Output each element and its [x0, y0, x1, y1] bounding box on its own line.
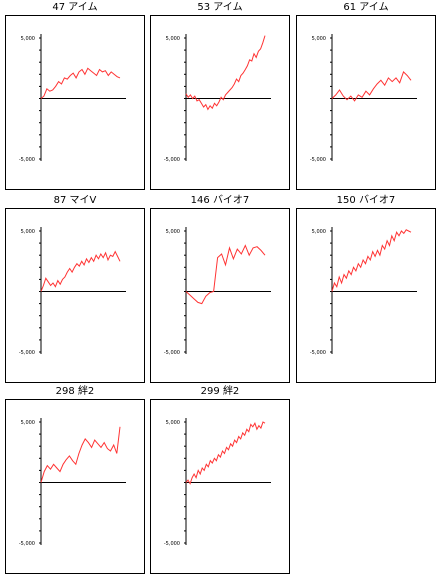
chart-panel: 5,000 -5,000 — [5, 15, 145, 190]
series-line — [185, 35, 266, 111]
y-tick-label-max: 5,000 — [21, 420, 35, 426]
chart-panel: 5,000 -5,000 — [150, 399, 290, 574]
y-tick-label-min: -5,000 — [164, 350, 180, 356]
y-tick-label-max: 5,000 — [312, 229, 326, 235]
chart-svg: 5,000 -5,000 — [164, 227, 271, 356]
chart-svg: 5,000 -5,000 — [164, 418, 271, 547]
series-line — [185, 421, 266, 485]
chart-panel: 5,000 -5,000 — [296, 15, 436, 190]
panel-title: 53 アイム — [197, 2, 243, 13]
panel-title: 299 絆2 — [200, 386, 240, 397]
panel-title: 150 バイオ7 — [336, 195, 396, 206]
series-line — [40, 67, 121, 99]
y-tick-label-min: -5,000 — [19, 350, 35, 356]
chart-svg: 5,000 -5,000 — [310, 227, 417, 356]
chart-panel: 5,000 -5,000 — [5, 208, 145, 383]
chart-panel: 5,000 -5,000 — [5, 399, 145, 574]
chart-svg: 5,000 -5,000 — [164, 34, 271, 163]
y-tick-label-max: 5,000 — [21, 229, 35, 235]
y-tick-label-max: 5,000 — [166, 420, 180, 426]
panel-title: 87 マイV — [53, 195, 97, 206]
series-line — [331, 70, 412, 102]
chart-panel: 5,000 -5,000 — [150, 208, 290, 383]
y-tick-label-min: -5,000 — [164, 541, 180, 547]
y-tick-label-min: -5,000 — [164, 157, 180, 163]
y-tick-label-max: 5,000 — [312, 36, 326, 42]
series-line — [331, 229, 412, 292]
y-tick-label-max: 5,000 — [166, 229, 180, 235]
y-tick-label-min: -5,000 — [19, 157, 35, 163]
chart-panel: 5,000 -5,000 — [150, 15, 290, 190]
series-line — [185, 244, 266, 305]
panel-title: 298 絆2 — [55, 386, 95, 397]
chart-svg: 5,000 -5,000 — [19, 227, 126, 356]
chart-svg: 5,000 -5,000 — [310, 34, 417, 163]
series-line — [40, 250, 121, 292]
chart-svg: 5,000 -5,000 — [19, 418, 126, 547]
series-line — [40, 426, 121, 483]
y-tick-label-max: 5,000 — [21, 36, 35, 42]
chart-svg: 5,000 -5,000 — [19, 34, 126, 163]
panel-title: 47 アイム — [52, 2, 98, 13]
y-tick-label-min: -5,000 — [310, 157, 326, 163]
panel-title: 146 バイオ7 — [190, 195, 250, 206]
chart-panel: 5,000 -5,000 — [296, 208, 436, 383]
y-tick-label-min: -5,000 — [19, 541, 35, 547]
y-tick-label-min: -5,000 — [310, 350, 326, 356]
y-tick-label-max: 5,000 — [166, 36, 180, 42]
panel-title: 61 アイム — [343, 2, 389, 13]
